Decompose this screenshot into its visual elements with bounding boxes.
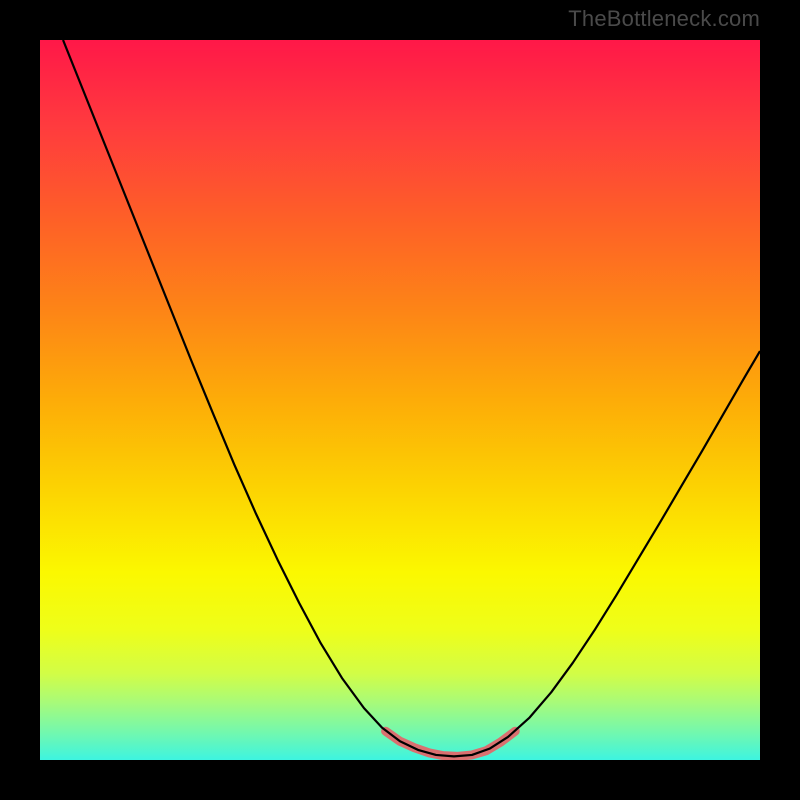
watermark-text: TheBottleneck.com (568, 6, 760, 32)
chart-background (40, 40, 760, 760)
bottleneck-chart (40, 40, 760, 760)
